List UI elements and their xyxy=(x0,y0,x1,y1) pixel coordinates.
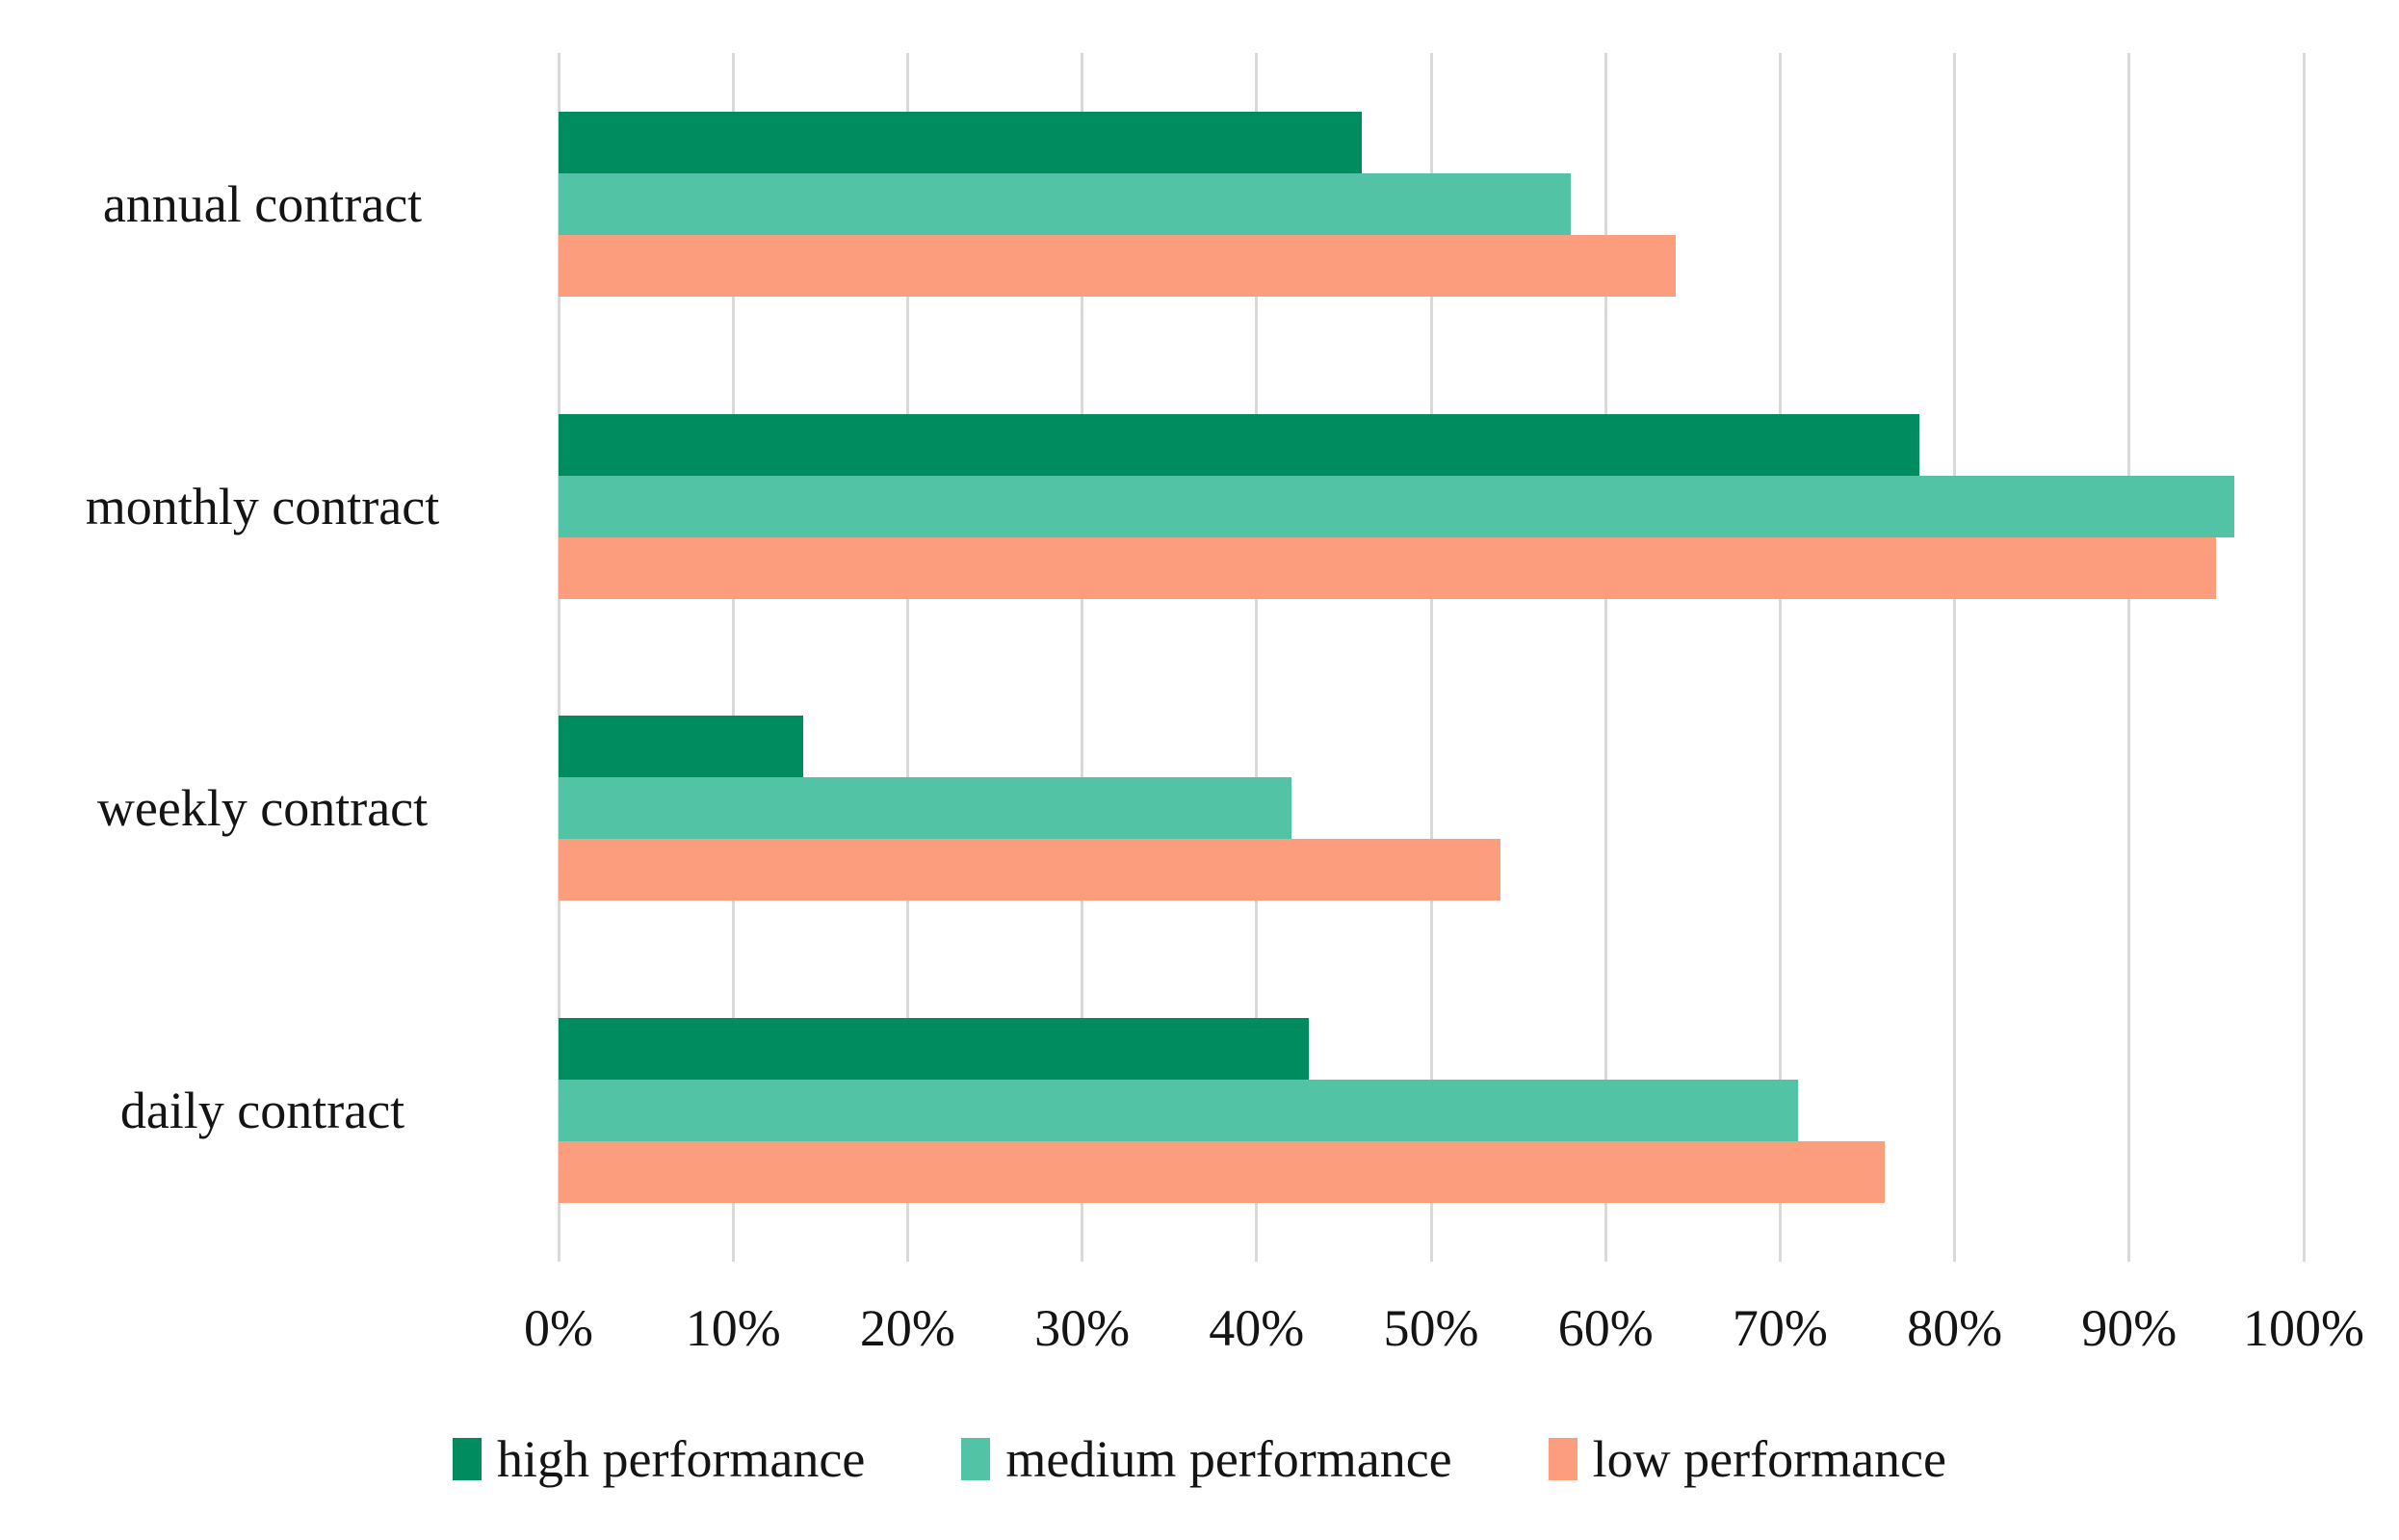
bar-weekly-contract-low-performance xyxy=(559,839,1501,901)
gridline-50pct xyxy=(1429,53,1433,1262)
legend-item-medium-performance: medium performance xyxy=(961,1430,1452,1488)
legend-label-low-performance: low performance xyxy=(1592,1430,1946,1488)
category-label-monthly-contract: monthly contract xyxy=(85,477,440,535)
x-tick-label-60pct: 60% xyxy=(1557,1299,1654,1357)
legend-swatch-medium-performance xyxy=(961,1438,991,1480)
gridline-90pct xyxy=(2127,53,2131,1262)
gridline-70pct xyxy=(1778,53,1782,1262)
x-tick-label-50pct: 50% xyxy=(1383,1299,1479,1357)
gridline-40pct xyxy=(1255,53,1259,1262)
legend-swatch-low-performance xyxy=(1548,1438,1578,1480)
x-tick-label-40pct: 40% xyxy=(1209,1299,1305,1357)
x-tick-label-10pct: 10% xyxy=(685,1299,781,1357)
x-tick-label-20pct: 20% xyxy=(859,1299,955,1357)
bar-monthly-contract-high-performance xyxy=(559,413,1920,476)
x-tick-label-0pct: 0% xyxy=(524,1299,593,1357)
legend-item-low-performance: low performance xyxy=(1548,1430,1946,1488)
x-tick-label-30pct: 30% xyxy=(1034,1299,1131,1357)
legend-swatch-high-performance xyxy=(453,1438,482,1480)
gridline-60pct xyxy=(1604,53,1607,1262)
gridline-30pct xyxy=(1081,53,1084,1262)
gridline-0pct xyxy=(557,53,561,1262)
bar-daily-contract-medium-performance xyxy=(559,1080,1798,1142)
bar-annual-contract-medium-performance xyxy=(559,172,1571,235)
gridline-100pct xyxy=(2302,53,2306,1262)
legend-label-medium-performance: medium performance xyxy=(1005,1430,1452,1488)
bar-annual-contract-low-performance xyxy=(559,234,1676,297)
category-label-daily-contract: daily contract xyxy=(119,1082,405,1140)
legend-label-high-performance: high performance xyxy=(497,1430,866,1488)
bar-daily-contract-high-performance xyxy=(559,1018,1310,1081)
bar-monthly-contract-low-performance xyxy=(559,536,2217,599)
bar-monthly-contract-medium-performance xyxy=(559,475,2234,537)
gridline-10pct xyxy=(731,53,735,1262)
gridline-20pct xyxy=(905,53,909,1262)
bar-weekly-contract-medium-performance xyxy=(559,777,1292,840)
bar-annual-contract-high-performance xyxy=(559,111,1362,173)
x-tick-label-80pct: 80% xyxy=(1907,1299,2003,1357)
bar-daily-contract-low-performance xyxy=(559,1141,1886,1204)
x-tick-label-100pct: 100% xyxy=(2243,1299,2364,1357)
x-tick-label-70pct: 70% xyxy=(1732,1299,1828,1357)
gridline-80pct xyxy=(1953,53,1957,1262)
bar-weekly-contract-high-performance xyxy=(559,716,803,778)
category-label-weekly-contract: weekly contract xyxy=(96,779,429,838)
legend: high performance medium performance low pe… xyxy=(0,1433,2399,1485)
x-tick-label-90pct: 90% xyxy=(2081,1299,2177,1357)
category-label-annual-contract: annual contract xyxy=(102,174,423,233)
legend-item-high-performance: high performance xyxy=(453,1433,865,1485)
